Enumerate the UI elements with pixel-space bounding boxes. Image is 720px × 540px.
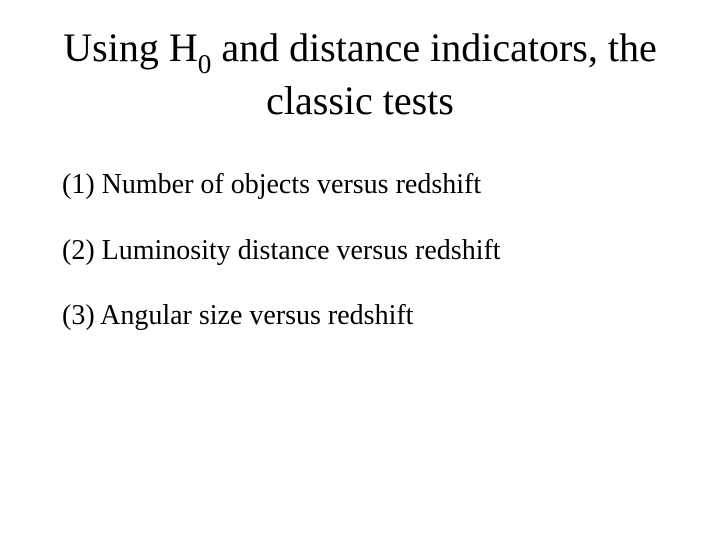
title-part-post: and distance indicators, the classic tes… [211, 25, 656, 123]
list-item: (2) Luminosity distance versus redshift [56, 234, 664, 268]
slide-title: Using H0 and distance indicators, the cl… [56, 24, 664, 124]
title-part-pre: Using H [63, 25, 197, 70]
list-item: (3) Angular size versus redshift [56, 299, 664, 333]
slide: Using H0 and distance indicators, the cl… [0, 0, 720, 540]
list-item: (1) Number of objects versus redshift [56, 168, 664, 202]
title-subscript: 0 [198, 49, 212, 79]
